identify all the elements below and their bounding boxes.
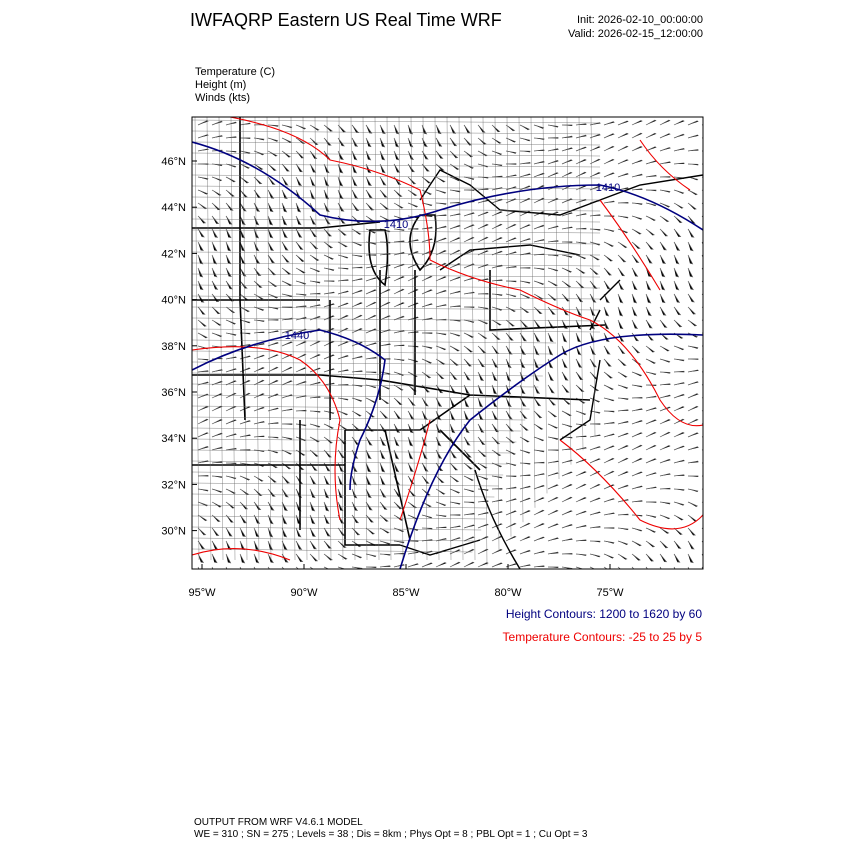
lat-label: 44°N (161, 202, 186, 214)
height-contours (192, 141, 703, 569)
borders (192, 117, 703, 569)
footer-line: OUTPUT FROM WRF V4.6.1 MODEL (194, 817, 363, 828)
contour-label: 1410 (384, 219, 408, 231)
temperature-contours (192, 117, 703, 561)
height-legend: Height Contours: 1200 to 1620 by 60 (506, 607, 702, 621)
lat-label: 46°N (161, 156, 186, 168)
lon-label: 85°W (392, 587, 420, 599)
lat-label: 30°N (161, 526, 186, 538)
contour-label: 1440 (285, 330, 309, 342)
valid-time: Valid: 2026-02-15_12:00:00 (568, 28, 703, 40)
footer-line: WE = 310 ; SN = 275 ; Levels = 38 ; Dis … (194, 829, 588, 840)
field-label: Winds (kts) (195, 92, 250, 104)
lat-label: 38°N (161, 341, 186, 353)
temperature-legend: Temperature Contours: -25 to 25 by 5 (503, 630, 703, 644)
lon-label: 95°W (188, 587, 216, 599)
init-time: Init: 2026-02-10_00:00:00 (577, 14, 703, 26)
lat-label: 32°N (161, 479, 186, 491)
lat-label: 42°N (161, 248, 186, 260)
lon-label: 75°W (596, 587, 624, 599)
lat-label: 40°N (161, 295, 186, 307)
field-label: Height (m) (195, 79, 246, 91)
lat-label: 34°N (161, 433, 186, 445)
graticule-labels: 46°N 44°N 42°N 40°N 38°N 36°N 34°N 32°N 30°N 95°W… (161, 156, 624, 599)
contour-labels: 1410 1410 1440 (285, 182, 620, 342)
map-frame (191, 116, 704, 570)
field-label: Temperature (C) (195, 66, 275, 78)
contour-label: 1410 (596, 182, 620, 194)
county (192, 117, 601, 566)
lon-label: 80°W (494, 587, 522, 599)
lat-label: 36°N (161, 387, 186, 399)
title: IWFAQRP Eastern US Real Time WRF (190, 10, 502, 30)
map: 1410 1410 1440 46°N 44°N 42°N 40°N 38°N 36°N 34°… (161, 116, 704, 599)
lon-label: 90°W (290, 587, 318, 599)
county-lines (192, 117, 601, 566)
